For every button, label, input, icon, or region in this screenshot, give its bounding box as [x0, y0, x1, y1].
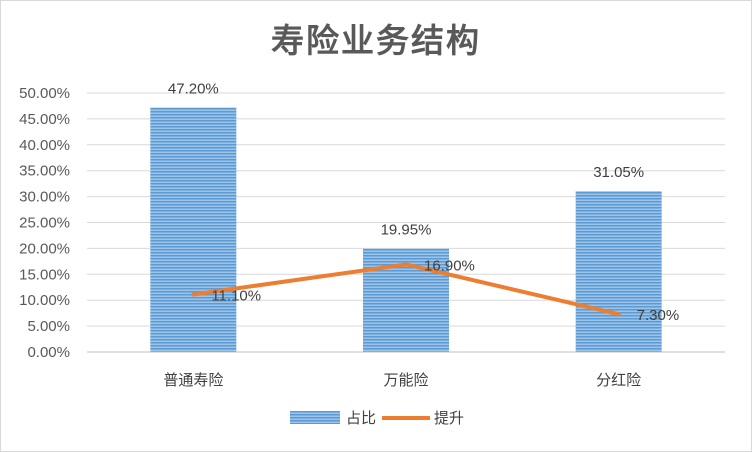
- chart-title: 寿险业务结构: [271, 21, 481, 60]
- y-tick-label: 30.00%: [19, 189, 70, 206]
- y-tick-label: 25.00%: [19, 215, 70, 232]
- y-tick-label: 15.00%: [19, 266, 70, 283]
- y-tick-label: 45.00%: [19, 111, 70, 128]
- line-data-label: 7.30%: [637, 307, 680, 324]
- y-tick-label: 5.00%: [27, 318, 70, 335]
- bar-data-label: 47.20%: [168, 81, 219, 98]
- x-tick-label: 万能险: [383, 371, 428, 389]
- bar: [150, 107, 237, 352]
- legend-swatch-bar: [290, 411, 340, 424]
- y-tick-label: 20.00%: [19, 240, 70, 257]
- line-data-label: 16.90%: [424, 257, 475, 274]
- y-tick-label: 50.00%: [19, 85, 70, 102]
- line-data-label: 11.10%: [211, 288, 261, 305]
- bar: [575, 191, 662, 352]
- x-tick-label: 普通寿险: [163, 371, 223, 389]
- legend-label: 提升: [434, 409, 464, 427]
- y-tick-label: 0.00%: [27, 344, 70, 361]
- bar-data-label: 19.95%: [381, 222, 432, 239]
- y-tick-label: 10.00%: [19, 292, 70, 309]
- y-tick-label: 40.00%: [19, 137, 70, 154]
- y-tick-label: 35.00%: [19, 163, 70, 180]
- bar-data-label: 31.05%: [593, 164, 644, 181]
- legend-label: 占比: [346, 409, 376, 427]
- x-tick-label: 分红险: [596, 371, 641, 389]
